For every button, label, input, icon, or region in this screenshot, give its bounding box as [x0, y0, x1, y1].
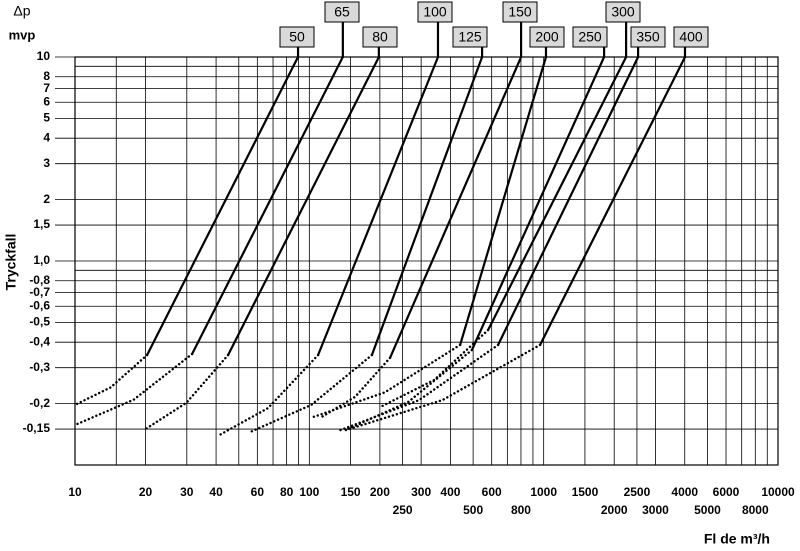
solid-curve: [487, 55, 628, 332]
x-tick-label: 2500: [624, 485, 651, 499]
x-tick-label: 10000: [761, 485, 795, 499]
x-tick-label: 8000: [742, 503, 769, 517]
x-tick-label: 400: [440, 485, 460, 499]
x-tick-label: 2000: [601, 503, 628, 517]
solid-curve: [227, 55, 380, 357]
x-tick-label: 6000: [713, 485, 740, 499]
y-tick-label: -0,2: [29, 396, 50, 410]
label-box: [630, 26, 666, 48]
dotted-curve: [309, 343, 462, 420]
solid-curve: [191, 55, 344, 356]
y-tick-label: 1,0: [33, 253, 50, 267]
dotted-curve: [216, 353, 320, 437]
y-tick-label: 5: [43, 111, 50, 125]
x-tick-label: 10: [68, 485, 82, 499]
series-label: 125: [458, 29, 482, 45]
x-tick-label: 40: [209, 485, 223, 499]
y-tick-label: -0,3: [29, 360, 50, 374]
solid-curve: [317, 55, 440, 357]
y-tick-label: -0,6: [29, 298, 50, 312]
y-tick-label: 7: [43, 81, 50, 95]
solid-curve: [497, 55, 640, 346]
y-tick-label: 8: [43, 69, 50, 83]
series-label: 400: [679, 29, 703, 45]
label-box: [605, 1, 641, 23]
label-box: [502, 1, 538, 23]
dotted-curve: [73, 352, 194, 427]
label-box: [673, 26, 709, 48]
x-tick-label: 200: [370, 485, 390, 499]
y-tick-label: -0,15: [23, 421, 51, 435]
dotted-curve: [248, 353, 374, 434]
x-tick-label: 4000: [671, 485, 698, 499]
dotted-curve: [343, 343, 542, 432]
label-box: [529, 26, 565, 48]
y-tick-label: -0,4: [29, 334, 50, 348]
y-tick-label: 4: [43, 130, 50, 144]
dotted-curve: [318, 356, 392, 420]
label-box: [362, 26, 398, 48]
y-tick-label: 3: [43, 156, 50, 170]
series-label: 150: [508, 4, 532, 20]
series-label: 100: [423, 4, 447, 20]
x-tick-label: 20: [139, 485, 153, 499]
dotted-curve: [144, 353, 230, 431]
x-tick-label: 3000: [642, 503, 669, 517]
dotted-curve: [378, 328, 490, 409]
solid-curve: [538, 55, 687, 346]
x-tick-label: 300: [411, 485, 431, 499]
x-tick-label: 5000: [694, 503, 721, 517]
solid-curve: [146, 55, 300, 357]
y-axis-label: Tryckfall: [3, 234, 19, 291]
label-box: [417, 1, 453, 23]
label-box: [324, 1, 360, 23]
series-label: 50: [289, 29, 305, 45]
solid-curve: [470, 55, 606, 352]
y-tick-label: -0,8: [29, 273, 50, 287]
x-tick-label: 800: [511, 503, 531, 517]
dotted-curve: [343, 348, 474, 432]
y-axis-symbol: Δp: [13, 3, 30, 19]
x-tick-label: 60: [251, 485, 265, 499]
dotted-curve: [338, 343, 500, 432]
x-tick-label: 1500: [572, 485, 599, 499]
series-label: 300: [611, 4, 635, 20]
y-tick-label: -0,5: [29, 315, 50, 329]
label-box: [452, 26, 488, 48]
y-tick-label: 2: [43, 192, 50, 206]
series-label: 80: [372, 29, 388, 45]
x-tick-label: 250: [393, 503, 413, 517]
dotted-curve: [73, 353, 149, 407]
y-axis-unit: mvp: [9, 27, 36, 42]
x-tick-label: 1000: [530, 485, 557, 499]
x-axis-label: Fl de m³/h: [704, 531, 770, 547]
y-tick-label: 10: [37, 49, 51, 63]
solid-curve: [388, 55, 523, 359]
x-tick-label: 30: [180, 485, 194, 499]
y-tick-label: -0,7: [29, 285, 50, 299]
y-tick-label: 6: [43, 94, 50, 108]
x-tick-label: 100: [299, 485, 319, 499]
x-tick-label: 150: [341, 485, 361, 499]
label-box: [279, 26, 315, 48]
series-label: 200: [535, 29, 559, 45]
solid-curve: [459, 55, 548, 346]
series-label: 350: [636, 29, 660, 45]
solid-curve: [370, 55, 484, 357]
label-box: [572, 26, 608, 48]
x-tick-label: 80: [280, 485, 294, 499]
series-label: 250: [578, 29, 602, 45]
x-tick-label: 500: [463, 503, 483, 517]
y-tick-label: 1,5: [33, 217, 50, 231]
series-label: 65: [334, 4, 350, 20]
x-tick-label: 600: [482, 485, 502, 499]
